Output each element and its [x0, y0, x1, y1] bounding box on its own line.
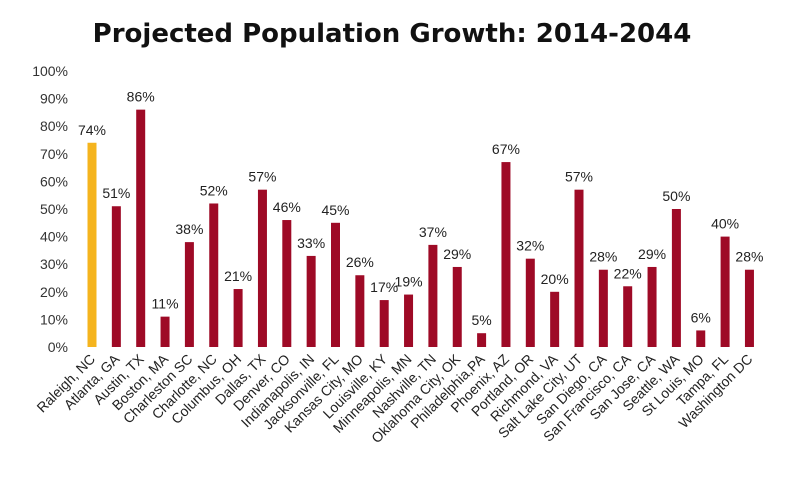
data-label: 21% [224, 268, 252, 284]
data-label: 28% [735, 249, 763, 265]
bar [647, 266, 657, 347]
data-label: 29% [638, 246, 666, 262]
bar [477, 333, 487, 347]
data-label: 32% [516, 238, 544, 254]
y-tick-label: 90% [40, 91, 68, 107]
data-label: 57% [248, 169, 276, 185]
bar [87, 142, 97, 347]
data-label: 40% [711, 216, 739, 232]
data-label: 29% [443, 246, 471, 262]
data-labels: 74% 51% 86% 11% 38% 52% 21% 57% 46% 33% 45% 26% 17%1… [78, 89, 763, 329]
bar [696, 330, 706, 347]
y-axis: 0% 10% 20% 30% 40% 50% 60% 70% 80% 90% 100% [32, 63, 68, 355]
y-tick-label: 70% [40, 146, 68, 162]
bar [184, 242, 194, 347]
bar [306, 255, 316, 347]
bar [355, 275, 365, 347]
bar [111, 206, 121, 347]
data-label: 51% [102, 185, 130, 201]
y-tick-label: 20% [40, 284, 68, 300]
y-tick-label: 0% [48, 339, 68, 355]
data-label: 45% [321, 202, 349, 218]
data-label: 74% [78, 122, 106, 138]
bar [282, 220, 292, 347]
bar [574, 189, 584, 347]
bar [209, 203, 219, 347]
data-label: 86% [127, 89, 155, 105]
bar [501, 162, 511, 347]
data-label: 52% [200, 182, 228, 198]
bar [160, 316, 170, 347]
data-label: 6% [691, 309, 711, 325]
bar [136, 109, 146, 347]
data-label: 11% [152, 296, 179, 312]
bar [671, 209, 681, 347]
bar [428, 244, 438, 347]
data-label: 26% [346, 254, 374, 270]
bar [404, 294, 414, 347]
bar [720, 236, 730, 347]
y-tick-label: 40% [40, 229, 68, 245]
bar [452, 266, 462, 347]
chart-title: Projected Population Growth: 2014-2044 [93, 19, 692, 49]
data-label: 67% [492, 141, 520, 157]
data-label: 22% [614, 265, 642, 281]
bar [525, 258, 535, 347]
y-tick-label: 60% [40, 173, 68, 189]
bar [550, 291, 560, 347]
bar [233, 289, 243, 347]
data-label: 46% [273, 199, 301, 215]
y-tick-label: 10% [40, 311, 68, 327]
data-label: 33% [297, 235, 325, 251]
bar [598, 269, 608, 347]
bar [331, 222, 340, 347]
data-label: 28% [589, 249, 617, 265]
y-tick-label: 80% [40, 118, 68, 134]
data-label: 17% [370, 279, 398, 295]
bar [257, 189, 267, 347]
data-label: 38% [175, 221, 203, 237]
data-label: 37% [419, 224, 447, 240]
y-tick-label: 30% [40, 256, 68, 272]
data-label: 5% [471, 312, 491, 328]
y-tick-label: 50% [40, 201, 68, 217]
data-label: 50% [662, 188, 690, 204]
data-label: 19% [395, 274, 423, 290]
bar [623, 286, 633, 347]
bars [87, 109, 754, 347]
data-label: 20% [541, 271, 569, 287]
bar [744, 269, 754, 347]
bar [379, 300, 389, 347]
y-tick-label: 100% [32, 63, 68, 79]
data-label: 57% [565, 169, 593, 185]
